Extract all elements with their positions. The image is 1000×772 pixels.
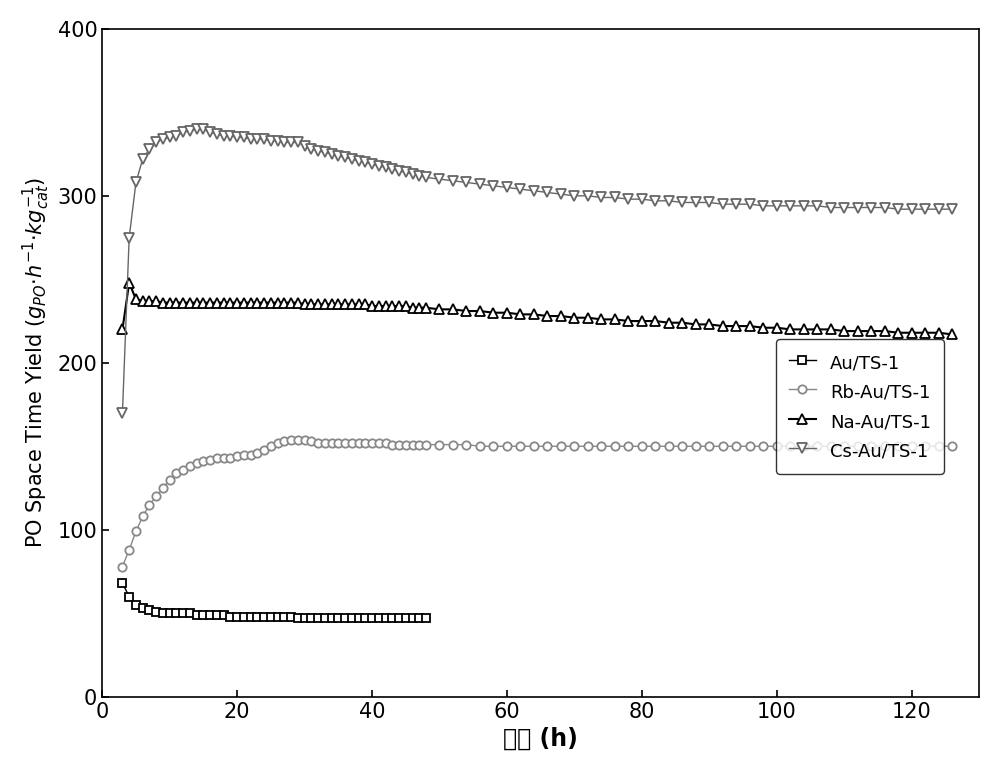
Cs-Au/TS-1 xyxy=(218,131,230,141)
Na-Au/TS-1 xyxy=(892,328,904,337)
Rb-Au/TS-1 xyxy=(946,442,958,451)
Au/TS-1 xyxy=(292,614,304,623)
Au/TS-1 xyxy=(258,612,270,621)
Au/TS-1 xyxy=(238,612,250,621)
Na-Au/TS-1 xyxy=(218,298,230,307)
Au/TS-1 xyxy=(130,601,142,610)
Na-Au/TS-1 xyxy=(946,330,958,339)
Au/TS-1 xyxy=(332,614,344,623)
Au/TS-1 xyxy=(380,614,392,623)
Au/TS-1 xyxy=(413,614,425,623)
X-axis label: 时间 (h): 时间 (h) xyxy=(503,727,578,751)
Au/TS-1 xyxy=(305,614,317,623)
Au/TS-1 xyxy=(123,592,135,601)
Au/TS-1 xyxy=(353,614,365,623)
Au/TS-1 xyxy=(177,608,189,618)
Au/TS-1 xyxy=(319,614,331,623)
Legend: Au/TS-1, Rb-Au/TS-1, Na-Au/TS-1, Cs-Au/TS-1: Au/TS-1, Rb-Au/TS-1, Na-Au/TS-1, Cs-Au/T… xyxy=(776,339,944,474)
Rb-Au/TS-1 xyxy=(319,438,331,448)
Au/TS-1 xyxy=(170,608,182,618)
Au/TS-1 xyxy=(373,614,385,623)
Au/TS-1 xyxy=(386,614,398,623)
Au/TS-1 xyxy=(218,611,230,620)
Cs-Au/TS-1 xyxy=(946,205,958,214)
Au/TS-1 xyxy=(191,611,203,620)
Au/TS-1 xyxy=(204,611,216,620)
Au/TS-1 xyxy=(393,614,405,623)
Na-Au/TS-1 xyxy=(116,325,128,334)
Cs-Au/TS-1 xyxy=(299,141,311,151)
Cs-Au/TS-1 xyxy=(407,170,419,179)
Au/TS-1 xyxy=(184,608,196,618)
Au/TS-1 xyxy=(312,614,324,623)
Au/TS-1 xyxy=(359,614,371,623)
Au/TS-1 xyxy=(420,614,432,623)
Rb-Au/TS-1 xyxy=(407,440,419,449)
Na-Au/TS-1 xyxy=(292,298,304,307)
Au/TS-1 xyxy=(251,612,263,621)
Rb-Au/TS-1 xyxy=(292,435,304,444)
Line: Na-Au/TS-1: Na-Au/TS-1 xyxy=(118,278,957,339)
Au/TS-1 xyxy=(272,612,284,621)
Au/TS-1 xyxy=(278,612,290,621)
Au/TS-1 xyxy=(116,578,128,587)
Au/TS-1 xyxy=(143,605,155,615)
Au/TS-1 xyxy=(285,612,297,621)
Au/TS-1 xyxy=(299,614,311,623)
Au/TS-1 xyxy=(224,612,236,621)
Au/TS-1 xyxy=(211,611,223,620)
Rb-Au/TS-1 xyxy=(892,442,904,451)
Au/TS-1 xyxy=(400,614,412,623)
Au/TS-1 xyxy=(366,614,378,623)
Rb-Au/TS-1 xyxy=(299,435,311,444)
Cs-Au/TS-1 xyxy=(892,205,904,214)
Au/TS-1 xyxy=(197,611,209,620)
Au/TS-1 xyxy=(157,608,169,618)
Na-Au/TS-1 xyxy=(319,300,331,309)
Au/TS-1 xyxy=(326,614,338,623)
Au/TS-1 xyxy=(339,614,351,623)
Line: Cs-Au/TS-1: Cs-Au/TS-1 xyxy=(118,124,957,418)
Cs-Au/TS-1 xyxy=(116,408,128,418)
Au/TS-1 xyxy=(346,614,358,623)
Cs-Au/TS-1 xyxy=(191,124,203,134)
Rb-Au/TS-1 xyxy=(211,453,223,462)
Line: Au/TS-1: Au/TS-1 xyxy=(118,579,430,622)
Cs-Au/TS-1 xyxy=(319,147,331,157)
Au/TS-1 xyxy=(164,608,176,618)
Au/TS-1 xyxy=(231,612,243,621)
Na-Au/TS-1 xyxy=(123,278,135,287)
Au/TS-1 xyxy=(150,607,162,616)
Line: Rb-Au/TS-1: Rb-Au/TS-1 xyxy=(118,435,956,571)
Y-axis label: PO Space Time Yield ($g_{PO}$$\cdot$$h^{-1}$$\cdot$$kg_{cat}^{-1}$): PO Space Time Yield ($g_{PO}$$\cdot$$h^{… xyxy=(21,178,52,548)
Rb-Au/TS-1 xyxy=(116,562,128,571)
Au/TS-1 xyxy=(407,614,419,623)
Au/TS-1 xyxy=(245,612,257,621)
Na-Au/TS-1 xyxy=(407,303,419,313)
Na-Au/TS-1 xyxy=(299,300,311,309)
Au/TS-1 xyxy=(137,604,149,613)
Rb-Au/TS-1 xyxy=(285,435,297,444)
Au/TS-1 xyxy=(265,612,277,621)
Cs-Au/TS-1 xyxy=(292,137,304,147)
